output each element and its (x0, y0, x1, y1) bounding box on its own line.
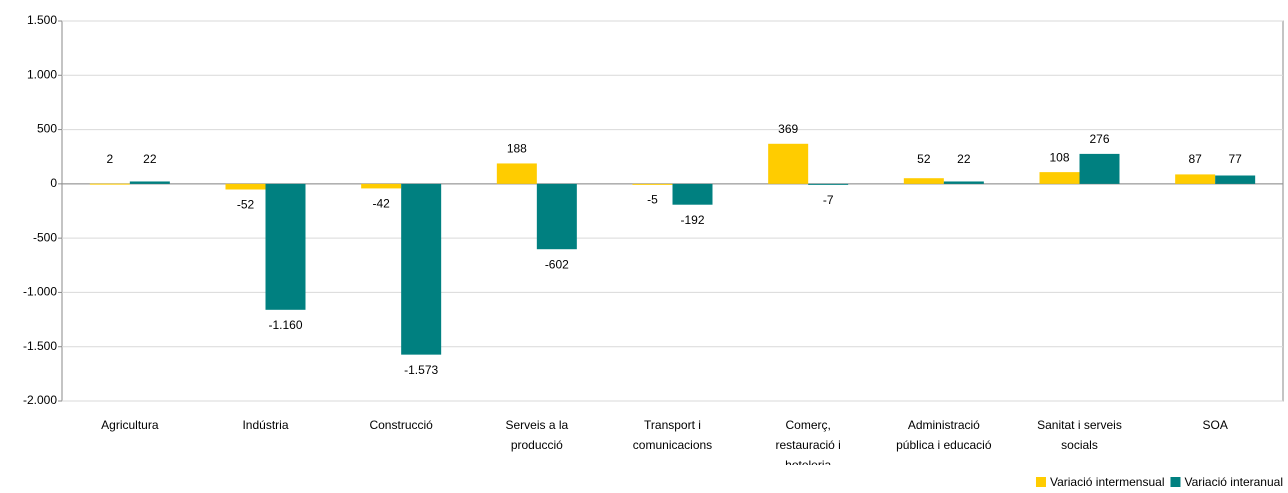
bar (401, 183, 442, 355)
y-tick-label: -2.000 (23, 393, 57, 407)
bar (808, 183, 849, 185)
x-tick-label: Construcció (369, 418, 433, 432)
data-label: -52 (237, 198, 255, 212)
bar (943, 181, 984, 184)
legend-label: Variació intermensual (1050, 475, 1165, 489)
bar (536, 183, 577, 250)
bar (1079, 153, 1120, 184)
data-label: 108 (1049, 150, 1069, 164)
x-tick-label: Transport i comunicacions (632, 418, 713, 452)
x-tick-label-box: Construcció (369, 418, 433, 432)
x-tick-label: Comerç, restauració i hoteleria (775, 418, 841, 465)
x-tick-label-box: Serveis a la producció (505, 418, 569, 452)
data-label: 87 (1188, 152, 1202, 166)
x-tick-label-box: Sanitat i serveis socials (1037, 418, 1122, 452)
x-tick-label-box: Transport i comunicacions (632, 418, 713, 452)
bar (496, 163, 537, 184)
data-label: 369 (778, 122, 798, 136)
bar (632, 183, 673, 185)
y-tick-label: 1.000 (27, 67, 57, 81)
x-tick-label-box: Agricultura (101, 418, 159, 432)
data-label: -602 (545, 257, 569, 271)
data-label: -42 (372, 197, 390, 211)
legend: Variació intermensual Variació interanual (1035, 475, 1283, 489)
x-tick-label: Agricultura (101, 418, 159, 432)
bar (768, 143, 809, 184)
data-label: 188 (507, 142, 527, 156)
bar (129, 181, 170, 184)
data-label: -192 (680, 213, 704, 227)
legend-label: Variació interanual (1184, 475, 1283, 489)
data-label: 22 (143, 152, 157, 166)
y-tick-label: 1.500 (27, 13, 57, 27)
x-tick-label: Indústria (242, 418, 289, 432)
legend-swatch (1035, 477, 1046, 487)
bar (1039, 172, 1080, 184)
data-label: -5 (647, 193, 658, 207)
x-tick-label: Serveis a la producció (505, 418, 569, 452)
bar (361, 183, 402, 189)
x-tick-label-box: Administració pública i educació (896, 418, 992, 452)
bar (903, 178, 944, 184)
data-label: 22 (957, 152, 971, 166)
x-tick-label: Administració pública i educació (896, 418, 992, 452)
data-label: -1.160 (268, 318, 302, 332)
data-label: 77 (1228, 152, 1242, 166)
y-tick-label: -1.000 (23, 285, 57, 299)
data-label: 2 (106, 152, 113, 166)
data-label: -1.573 (404, 363, 438, 377)
y-tick-label: 0 (50, 176, 57, 190)
y-tick-label: -500 (33, 230, 57, 244)
data-label: 276 (1089, 132, 1109, 146)
x-tick-label: SOA (1202, 418, 1228, 432)
bar (672, 183, 713, 205)
y-tick-label: 500 (37, 122, 57, 136)
x-tick-label-box: Comerç, restauració i hoteleria (775, 418, 841, 465)
legend-swatch (1170, 477, 1181, 487)
data-label: -7 (823, 193, 834, 207)
y-tick-label: -1.500 (23, 339, 57, 353)
bar (225, 183, 266, 190)
bar (89, 183, 130, 185)
x-tick-label-box: Indústria (242, 418, 289, 432)
data-label: 52 (917, 152, 931, 166)
bar (1215, 175, 1256, 184)
x-tick-label-box: SOA (1202, 418, 1228, 432)
x-tick-label: Sanitat i serveis socials (1037, 418, 1122, 452)
bar (265, 183, 306, 310)
bar (1175, 174, 1216, 184)
